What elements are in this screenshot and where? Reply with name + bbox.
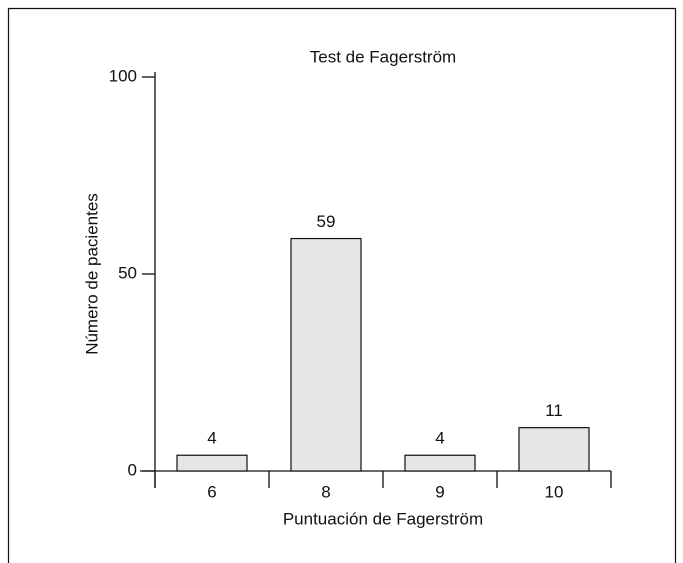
y-tick-label: 50 <box>118 263 137 282</box>
frame <box>7 7 677 563</box>
bar <box>290 237 362 472</box>
y-tick-label: 100 <box>109 66 137 85</box>
bar <box>176 454 248 472</box>
bar <box>518 427 590 472</box>
x-tick-label: 8 <box>321 482 330 501</box>
bar <box>404 454 476 472</box>
data-label: 11 <box>545 401 563 420</box>
y-axis-label: Número de pacientes <box>82 193 101 355</box>
y-tick-label: 0 <box>128 460 137 479</box>
x-tick-label: 10 <box>545 482 564 501</box>
x-axis-label: Puntuación de Fagerström <box>283 509 483 528</box>
x-tick-label: 9 <box>435 482 444 501</box>
data-label: 4 <box>435 429 444 448</box>
chart-title: Test de Fagerström <box>310 47 456 66</box>
x-tick-label: 6 <box>207 482 216 501</box>
data-label: 4 <box>207 429 216 448</box>
data-label: 59 <box>317 212 336 231</box>
